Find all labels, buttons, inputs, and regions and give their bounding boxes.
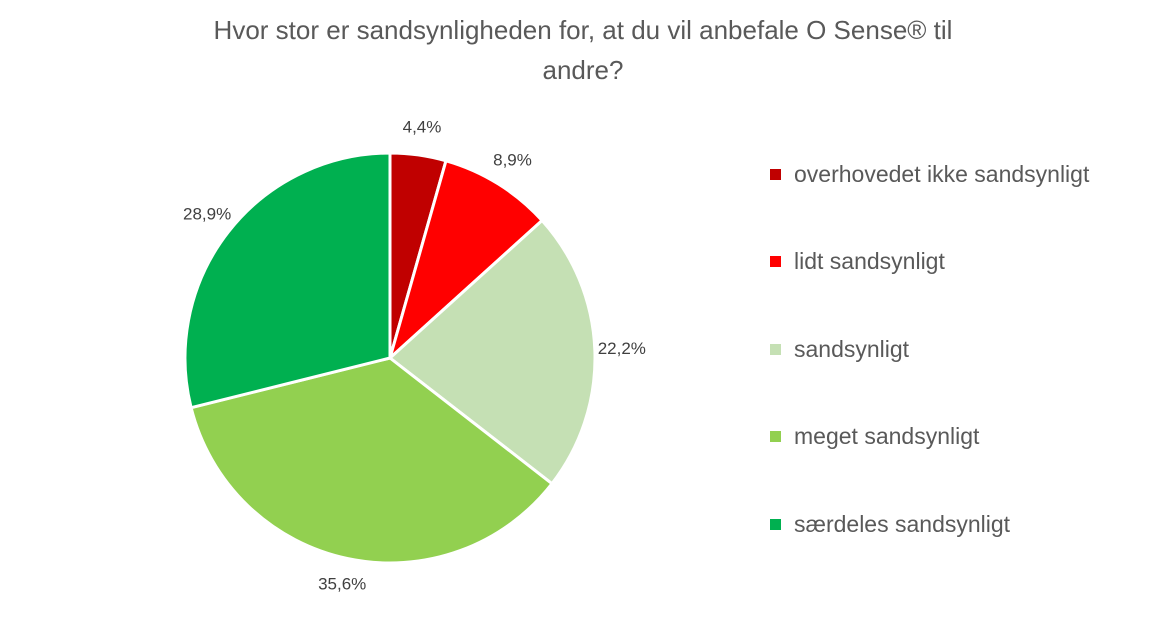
data-label-overhovedet-ikke-sandsynligt: 4,4%: [403, 118, 442, 137]
legend-label: sandsynligt: [794, 335, 910, 362]
legend-swatch: [770, 168, 781, 180]
pie-slice-saerdeles-sandsynligt: [183, 151, 392, 410]
legend-swatch: [770, 518, 781, 530]
chart-title-line-1: Hvor stor er sandsynligheden for, at du …: [213, 15, 953, 45]
chart-title-line-2: andre?: [542, 55, 624, 85]
legend-item-lidt-sandsynligt: lidt sandsynligt: [770, 240, 1089, 284]
pie-data-labels: 4,4% 8,9% 22,2% 35,6% 28,9%: [183, 118, 646, 594]
data-label-meget-sandsynligt: 35,6%: [318, 574, 366, 593]
legend: overhovedet ikke sandsynligt lidt sandsy…: [770, 152, 1089, 590]
chart-title: Hvor stor er sandsynligheden for, at du …: [150, 10, 1016, 90]
legend-label: overhovedet ikke sandsynligt: [794, 160, 1090, 187]
legend-swatch: [770, 431, 781, 442]
legend-item-overhovedet-ikke-sandsynligt: overhovedet ikke sandsynligt: [770, 152, 1089, 196]
pie-slice-meget-sandsynligt: [189, 356, 554, 565]
data-label-saerdeles-sandsynligt: 28,9%: [183, 205, 231, 224]
pie-slice-lidt-sandsynligt: [388, 159, 544, 360]
legend-label: lidt sandsynligt: [794, 248, 945, 274]
legend-swatch: [770, 256, 781, 267]
pie-slices: [183, 151, 597, 565]
data-label-lidt-sandsynligt: 8,9%: [493, 150, 532, 169]
legend-label: særdeles sandsynligt: [794, 510, 1011, 537]
legend-item-sandsynligt: sandsynligt: [770, 327, 1089, 371]
pie-slice-sandsynligt: [388, 219, 597, 486]
legend-item-meget-sandsynligt: meget sandsynligt: [770, 415, 1089, 459]
legend-label: meget sandsynligt: [794, 423, 980, 449]
data-label-sandsynligt: 22,2%: [598, 339, 646, 358]
legend-swatch: [770, 343, 781, 355]
legend-item-saerdeles-sandsynligt: særdeles sandsynligt: [770, 502, 1089, 546]
